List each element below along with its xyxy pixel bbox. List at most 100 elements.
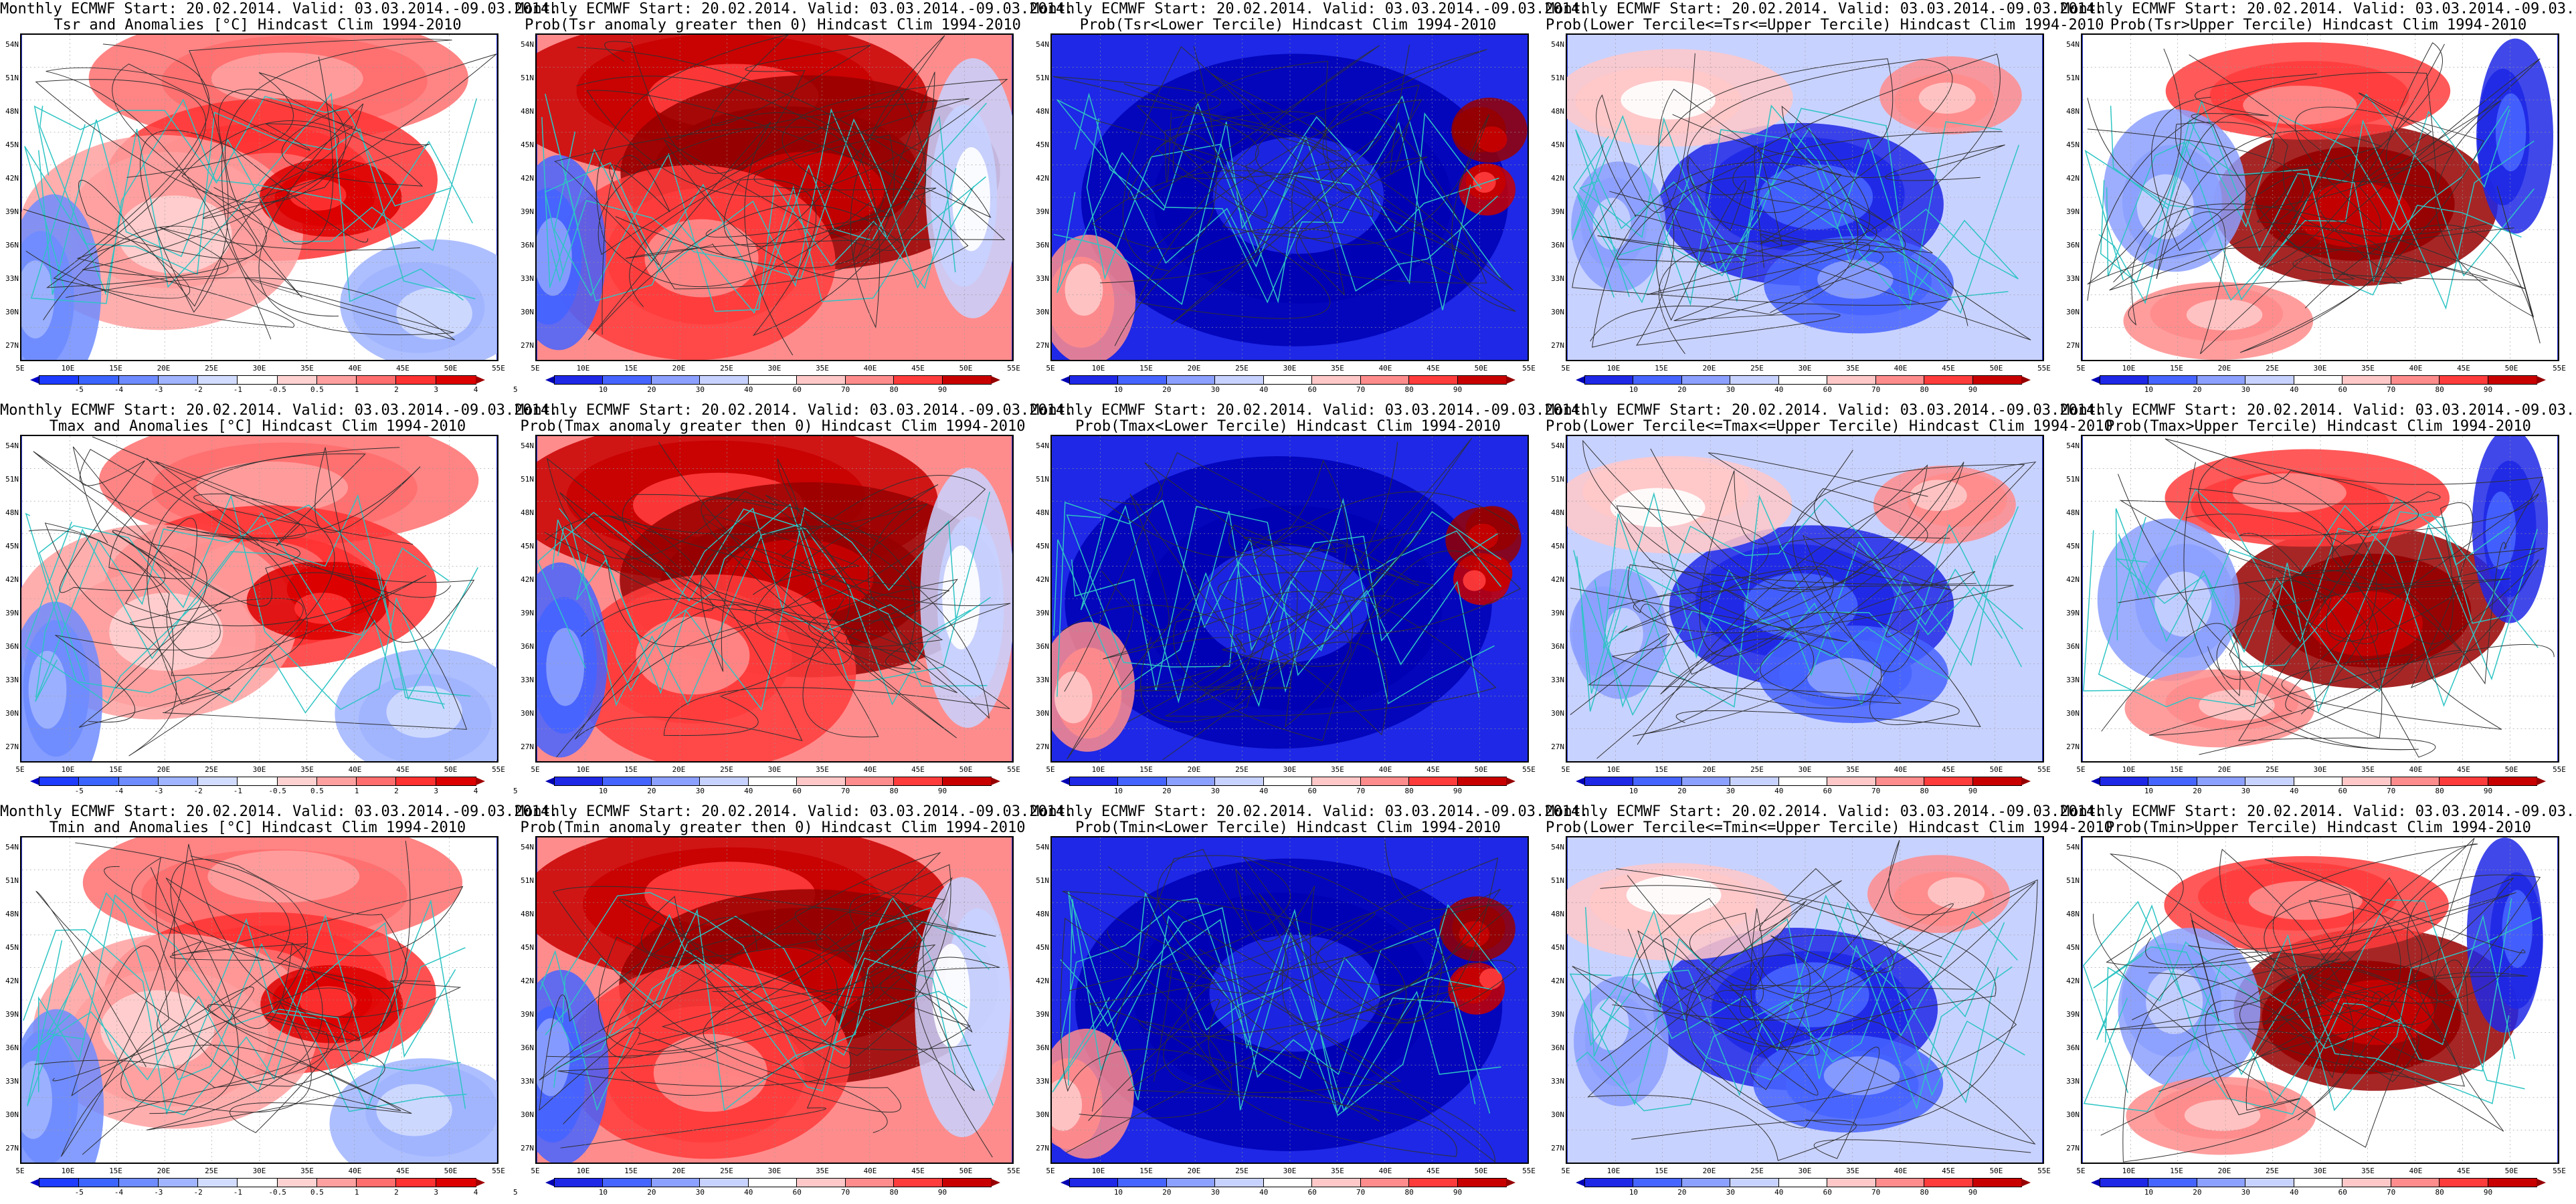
colorbar-segment [1263, 1178, 1313, 1187]
longitude-label: 40E [863, 765, 877, 774]
panel-title: Monthly ECMWF Start: 20.02.2014. Valid: … [2061, 803, 2576, 820]
contour-line [1572, 875, 2031, 1159]
longitude-label: 50E [1989, 765, 2003, 774]
latitude-label: 39N [1551, 207, 1564, 216]
colorbar-label: 90 [1453, 787, 1463, 795]
colorbar-segment [2100, 1178, 2150, 1187]
coastline [2098, 105, 2510, 304]
latitude-label: 51N [5, 475, 19, 484]
colorbar-label: -0.5 [268, 385, 286, 394]
longitude-label: 40E [863, 364, 877, 373]
longitude-label: 10E [1091, 1167, 1105, 1175]
probability-region [1823, 1056, 1900, 1096]
longitude-label: 5E [531, 364, 540, 373]
coastline [545, 94, 986, 314]
contour-line [1627, 903, 2036, 1145]
colorbar-segment [2487, 777, 2538, 786]
probability-region [196, 461, 349, 514]
colorbar-label: 60 [1307, 787, 1317, 795]
colorbar: -5 -4 -3 -2 -1 -0.5 0.5 1 2 3 4 5 [30, 375, 518, 394]
latitude-label: 45N [2066, 943, 2080, 952]
longitude-label: 25E [720, 364, 733, 373]
probability-region [1928, 877, 1985, 909]
longitude-label: 50E [1474, 765, 1488, 774]
colorbar-label: 40 [2290, 385, 2299, 394]
latitude-label: 39N [1551, 1010, 1564, 1019]
colorbar-label: 40 [1774, 385, 1784, 394]
probability-region [207, 850, 360, 903]
colorbar-segment [316, 777, 358, 786]
colorbar-segment [2487, 375, 2538, 385]
colorbar-label: 90 [1453, 1188, 1463, 1197]
longitude-label: 20E [1187, 765, 1201, 774]
longitude-label: 55E [1522, 1167, 1536, 1175]
longitude-label: 50E [1474, 1167, 1488, 1175]
contour-line [1572, 58, 1952, 306]
forecast-map [535, 836, 1014, 1164]
colorbar-left-arrow [30, 1179, 39, 1187]
contour-line [2100, 843, 2478, 1136]
latitude-label: 36N [2066, 642, 2080, 651]
contour-line [554, 78, 1008, 266]
colorbar-segment [1827, 1178, 1877, 1187]
longitude-label: 25E [720, 1167, 733, 1175]
longitude-label: 30E [2313, 364, 2327, 373]
longitude-label: 35E [1331, 1167, 1344, 1175]
latitude-label: 36N [1551, 1043, 1564, 1052]
longitude-label: 25E [205, 765, 218, 774]
coastline [545, 896, 994, 1106]
colorbar-segment [2148, 777, 2199, 786]
colorbar-label: 40 [1774, 1188, 1784, 1197]
forecast-map [20, 836, 498, 1164]
contour-line [606, 484, 958, 694]
colorbar: 10 20 30 40 60 70 80 90 [545, 375, 1000, 394]
colorbar-segment [1408, 777, 1459, 786]
colorbar-segment [276, 777, 318, 786]
longitude-label: 25E [2266, 1167, 2279, 1175]
colorbar-label: 10 [1113, 385, 1123, 394]
contour-line [108, 857, 392, 1130]
longitude-label: 55E [1007, 765, 1020, 774]
colorbar-segment [1166, 1178, 1216, 1187]
longitude-label: 5E [531, 1167, 540, 1175]
latitude-label: 39N [1036, 1010, 1049, 1019]
latitude-label: 39N [521, 207, 534, 216]
latitude-label: 42N [2066, 977, 2080, 985]
colorbar-left-arrow [1576, 376, 1585, 384]
contour-line [556, 441, 1010, 758]
latitude-label: 42N [1036, 977, 1049, 985]
forecast-map [2081, 836, 2559, 1164]
probability-region [396, 287, 472, 340]
latitude-label: 33N [1036, 1077, 1049, 1086]
latitude-label: 36N [521, 642, 534, 651]
contour-line [2183, 462, 2502, 755]
contour-line [33, 447, 475, 643]
colorbar-segment [893, 375, 944, 385]
longitude-label: 50E [1474, 364, 1488, 373]
coastline [2104, 916, 2541, 1112]
forecast-map [1566, 435, 2044, 763]
coastline [1573, 541, 2023, 716]
map-panel: Monthly ECMWF Start: 20.02.2014. Valid: … [1546, 401, 2113, 803]
contour-line [1107, 857, 1499, 1163]
panel-subtitle: Prob(Lower Tercile<=Tmax<=Upper Tercile)… [1546, 418, 2113, 435]
colorbar-segment [39, 375, 80, 385]
colorbar-segment [2487, 1178, 2538, 1187]
probability-region [1467, 523, 1499, 550]
latitude-label: 48N [2066, 107, 2080, 116]
probability-region [2297, 182, 2411, 247]
contour-line [1122, 46, 1382, 324]
longitude-label: 55E [2553, 765, 2566, 774]
contour-line [1146, 61, 1487, 284]
longitude-label: 45E [911, 765, 925, 774]
colorbar-segment [78, 1178, 120, 1187]
colorbar-label: 60 [1307, 1188, 1317, 1197]
latitude-label: 42N [1551, 174, 1564, 183]
coastline [1060, 898, 1492, 1080]
coastline [2083, 504, 2510, 707]
panel-subtitle: Prob(Tmin anomaly greater then 0) Hindca… [520, 819, 1026, 836]
longitude-label: 35E [2361, 765, 2375, 774]
latitude-label: 42N [2066, 575, 2080, 584]
coastline [1067, 899, 1476, 1114]
colorbar-label: 10 [598, 787, 608, 795]
